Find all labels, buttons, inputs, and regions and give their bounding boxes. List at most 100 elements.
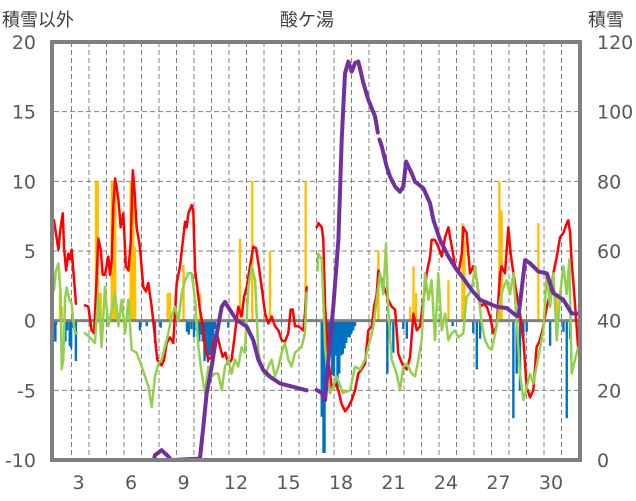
plot-frame-group [50, 40, 582, 462]
blue-bars-bar [185, 320, 189, 332]
blue-bars-bar [405, 320, 408, 339]
blue-bars-bar [192, 320, 196, 338]
x-tick-label: 18 [329, 472, 353, 494]
y2-tick-label: 120 [597, 32, 633, 54]
orange-bars-bar [99, 292, 102, 321]
blue-bars-bar [350, 320, 353, 334]
blue-bars-bar [336, 320, 339, 388]
orange-bars-bar [414, 292, 418, 321]
blue-bars-bar [332, 320, 336, 377]
left-axis-title: 積雪以外 [2, 10, 74, 31]
x-tick-label: 12 [224, 472, 248, 494]
x-tick-label: 21 [381, 472, 405, 494]
blue-bars-bar [210, 320, 213, 349]
blue-bars-bar [475, 320, 478, 370]
blue-bars-bar [138, 320, 142, 331]
blue-bars-bar [227, 320, 230, 328]
blue-bars-bar [187, 320, 190, 335]
y2-tick-label: 100 [597, 102, 633, 124]
orange-bars-bar [166, 292, 169, 321]
y2-tick-label: 40 [597, 311, 621, 333]
blue-bars-bar [353, 320, 357, 327]
blue-bars-bar [472, 320, 475, 334]
blue-bars-bar [338, 320, 341, 374]
blue-bars-bar [525, 320, 528, 332]
x-tick-label: 15 [276, 472, 300, 494]
blue-bars-bar [402, 320, 405, 330]
chart-title: 酸ケ湯 [280, 10, 334, 31]
blue-bars-bar [565, 320, 568, 419]
blue-bars-bar [392, 320, 395, 353]
line-marks [52, 59, 581, 462]
y-tick-label: 15 [12, 102, 36, 124]
y-tick-label: 5 [24, 241, 36, 263]
blue-bars-bar [74, 320, 78, 362]
x-tick-label: 6 [125, 472, 137, 494]
y2-tick-label: 80 [597, 171, 621, 193]
snow-depth-line [52, 59, 581, 462]
y-tick-label: -5 [17, 380, 36, 402]
orange-bars-bar [132, 181, 135, 321]
y2-tick-label: 20 [597, 380, 621, 402]
blue-bars-bar [341, 320, 344, 355]
blue-bars-bar [65, 320, 69, 331]
y-tick-label: 0 [24, 311, 36, 333]
blue-bars-bar [199, 320, 203, 335]
blue-bars-bar [320, 320, 323, 417]
orange-bars-bar [498, 181, 501, 321]
tick-labels: 20 15 10 5 0 -5 -10 120 100 80 60 40 20 0 3 6 9 12 15 18 21 2… [5, 32, 633, 494]
y2-tick-label: 0 [597, 450, 609, 472]
orange-bars-bar [238, 238, 242, 321]
blue-bars-bar [159, 320, 162, 328]
orange-bars-bar [304, 181, 307, 321]
green-line [52, 242, 580, 409]
blue-bars-bar [386, 320, 389, 374]
blue-bars-bar [69, 320, 73, 349]
orange-bars-bar [268, 251, 272, 321]
x-tick-label: 27 [486, 472, 510, 494]
blue-bars-bar [327, 320, 330, 342]
blue-bars-bar [346, 320, 350, 338]
orange-bars-bar [447, 280, 450, 321]
blue-bars-bar [205, 320, 208, 356]
y-tick-label: -10 [5, 450, 36, 472]
right-axis-title: 積雪 [588, 10, 624, 31]
blue-bars-bar [190, 320, 193, 330]
blue-bars-bar [522, 320, 525, 339]
blue-bars-bar [334, 320, 337, 356]
orange-bars-bar [408, 306, 412, 321]
y-tick-label: 20 [12, 32, 36, 54]
blue-bars-bar [548, 320, 552, 346]
blue-bars-bar [562, 320, 565, 332]
blue-bars-bar [352, 320, 355, 331]
blue-bars-bar [339, 320, 343, 356]
red-line [52, 168, 580, 413]
x-tick-label: 30 [539, 472, 563, 494]
y2-tick-label: 60 [597, 241, 621, 263]
blue-bars-bar [54, 320, 58, 325]
orange-bars-bar [555, 292, 558, 321]
orange-bars-bar [114, 181, 117, 321]
blue-bars-bar [212, 320, 215, 338]
blue-bars-bar [198, 320, 201, 342]
blue-bars-bar [343, 320, 346, 349]
blue-bars-bar [64, 320, 67, 342]
x-tick-label: 9 [177, 472, 189, 494]
x-tick-label: 24 [434, 472, 458, 494]
orange-bars-bar [182, 264, 185, 321]
plot-frame [50, 40, 582, 462]
gridlines [54, 42, 579, 460]
orange-bars-bar [133, 246, 137, 321]
orange-bars-bar [168, 292, 172, 321]
blue-bars-bar [515, 320, 518, 374]
blue-bars-bar [68, 320, 71, 346]
blue-bars-bar [451, 320, 454, 327]
blue-bars-bar [208, 320, 211, 356]
blue-bars-bar [145, 320, 148, 327]
blue-bars-bar [206, 320, 210, 363]
blue-bars-bar [478, 320, 482, 339]
blue-bars-bar [348, 320, 351, 338]
blue-bars-bar [54, 320, 57, 342]
